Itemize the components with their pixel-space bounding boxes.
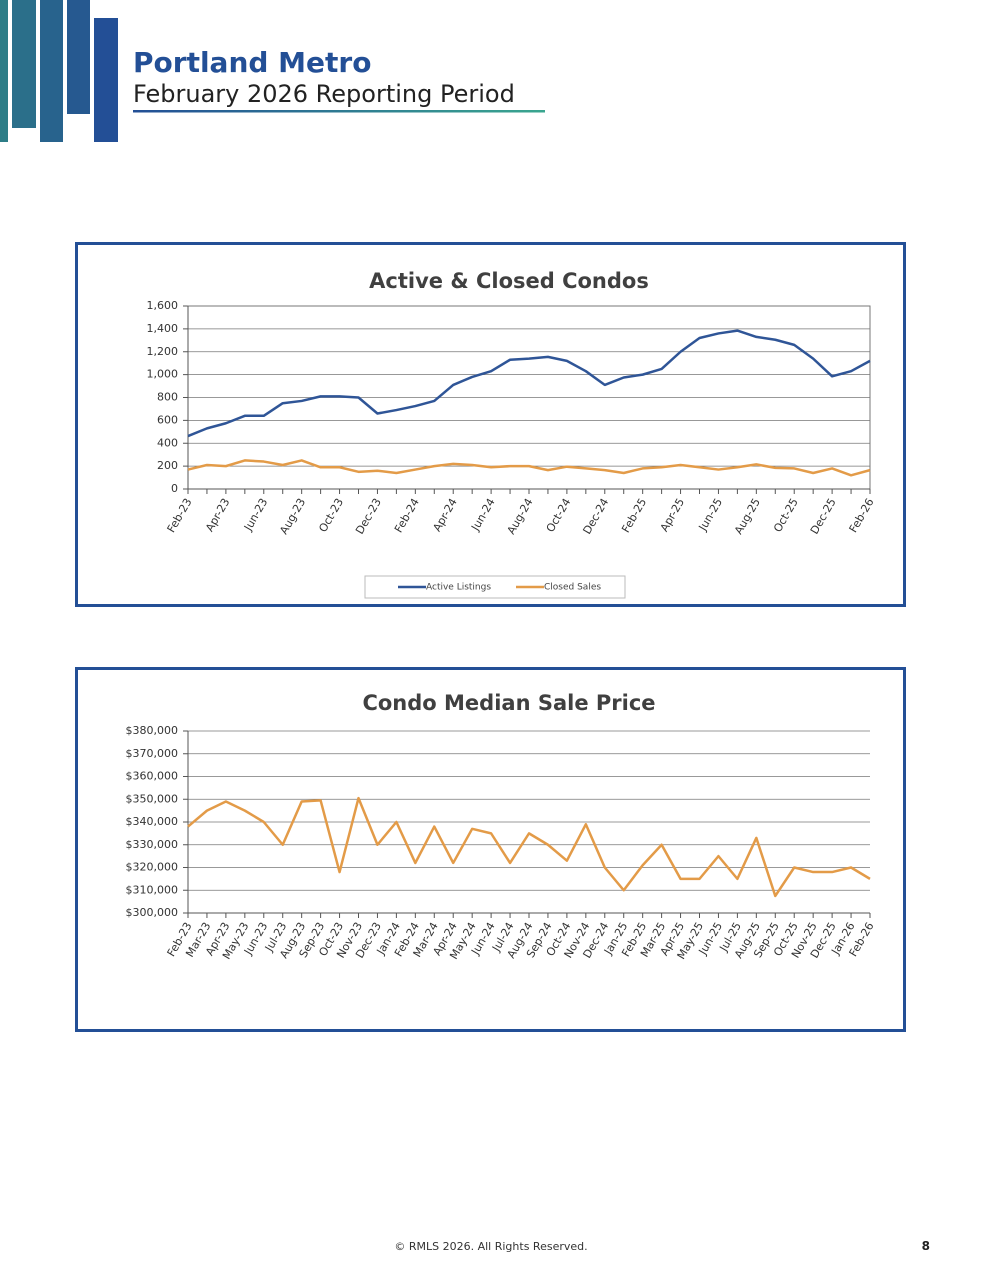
y-tick-label: 1,600 xyxy=(147,299,179,312)
y-tick-label: $320,000 xyxy=(126,861,179,874)
legend-box xyxy=(364,575,626,599)
chart-title: Active & Closed Condos xyxy=(369,269,649,293)
header-subtitle: February 2026 Reporting Period xyxy=(133,80,515,108)
y-tick-label: $330,000 xyxy=(126,838,179,851)
y-tick-label: $350,000 xyxy=(126,792,179,805)
legend-label: Closed Sales xyxy=(544,583,601,593)
y-tick-label: 1,200 xyxy=(147,345,179,358)
chart-frame xyxy=(75,242,906,607)
y-tick-label: 600 xyxy=(157,413,178,426)
footer-copyright: © RMLS 2026. All Rights Reserved. xyxy=(394,1240,587,1253)
y-tick-label: 800 xyxy=(157,391,178,404)
header-bars xyxy=(0,0,118,142)
chart-frame xyxy=(75,667,906,1032)
y-tick-label: $370,000 xyxy=(126,747,179,760)
data-line xyxy=(187,459,871,477)
y-tick-label: $310,000 xyxy=(126,883,179,896)
y-tick-label: 0 xyxy=(171,482,178,495)
y-tick-label: 1,400 xyxy=(147,322,179,335)
y-tick-label: $360,000 xyxy=(126,770,179,783)
header-underline xyxy=(133,110,545,113)
header-title: Portland Metro xyxy=(133,46,371,79)
chart-title: Condo Median Sale Price xyxy=(362,691,655,715)
y-tick-label: $300,000 xyxy=(126,906,179,919)
data-line xyxy=(187,329,871,438)
y-tick-label: 200 xyxy=(157,459,178,472)
page-number: 8 xyxy=(922,1239,930,1253)
y-tick-label: 400 xyxy=(157,436,178,449)
legend-label: Active Listings xyxy=(426,583,491,593)
y-tick-label: $340,000 xyxy=(126,815,179,828)
y-tick-label: 1,000 xyxy=(147,368,179,381)
data-line xyxy=(187,796,871,898)
y-tick-label: $380,000 xyxy=(126,724,179,737)
